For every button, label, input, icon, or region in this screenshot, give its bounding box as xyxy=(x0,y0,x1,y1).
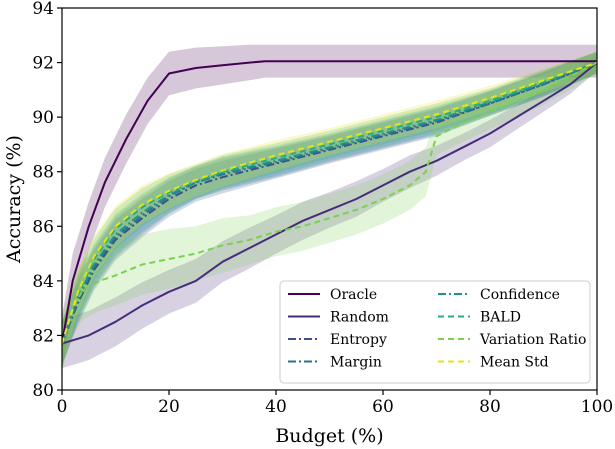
legend-box xyxy=(279,280,591,384)
y-tick-label: 92 xyxy=(32,54,54,74)
oracle-legend-label: Oracle xyxy=(330,287,377,303)
margin-line xyxy=(62,61,597,344)
variation-ratio-line xyxy=(62,61,597,344)
mean-std-line xyxy=(62,61,597,344)
confidence-legend-label: Confidence xyxy=(480,287,560,303)
plot-frame xyxy=(61,7,598,391)
bald-line xyxy=(62,61,597,344)
margin-legend-label: Margin xyxy=(330,355,382,371)
random-legend-label: Random xyxy=(330,310,389,326)
x-tick-label: 20 xyxy=(158,397,180,417)
legend: Oracle Random Entropy Margin Confidence BALD V… xyxy=(279,280,591,384)
x-tick-label: 80 xyxy=(479,397,501,417)
y-axis-ticks: 80 82 84 86 88 90 92 94 xyxy=(32,0,62,401)
y-tick-label: 90 xyxy=(32,108,54,128)
x-tick-label: 60 xyxy=(372,397,394,417)
x-tick-label: 40 xyxy=(265,397,287,417)
y-tick-label: 94 xyxy=(32,0,54,19)
y-tick-label: 84 xyxy=(32,272,54,292)
mean-std-legend-label: Mean Std xyxy=(480,355,549,371)
entropy-legend-label: Entropy xyxy=(330,332,387,348)
bald-legend-label: BALD xyxy=(480,310,521,326)
y-tick-label: 88 xyxy=(32,163,54,183)
variation-ratio-band xyxy=(62,51,597,371)
variation-ratio-legend-label: Variation Ratio xyxy=(479,332,586,348)
y-tick-label: 80 xyxy=(32,381,54,401)
confidence-line xyxy=(62,61,597,344)
x-axis-ticks: 0 20 40 60 80 100 xyxy=(57,390,613,417)
y-tick-label: 82 xyxy=(32,326,54,346)
x-tick-label: 100 xyxy=(581,397,613,417)
x-axis-label: Budget (%) xyxy=(275,425,383,447)
random-band xyxy=(62,54,597,369)
y-axis-label: Accuracy (%) xyxy=(3,135,25,264)
oracle-line xyxy=(62,60,597,344)
y-tick-label: 86 xyxy=(32,217,54,237)
series-lines xyxy=(62,60,597,345)
oracle-band xyxy=(62,44,597,371)
x-tick-label: 0 xyxy=(57,397,68,417)
random-line xyxy=(62,61,597,345)
